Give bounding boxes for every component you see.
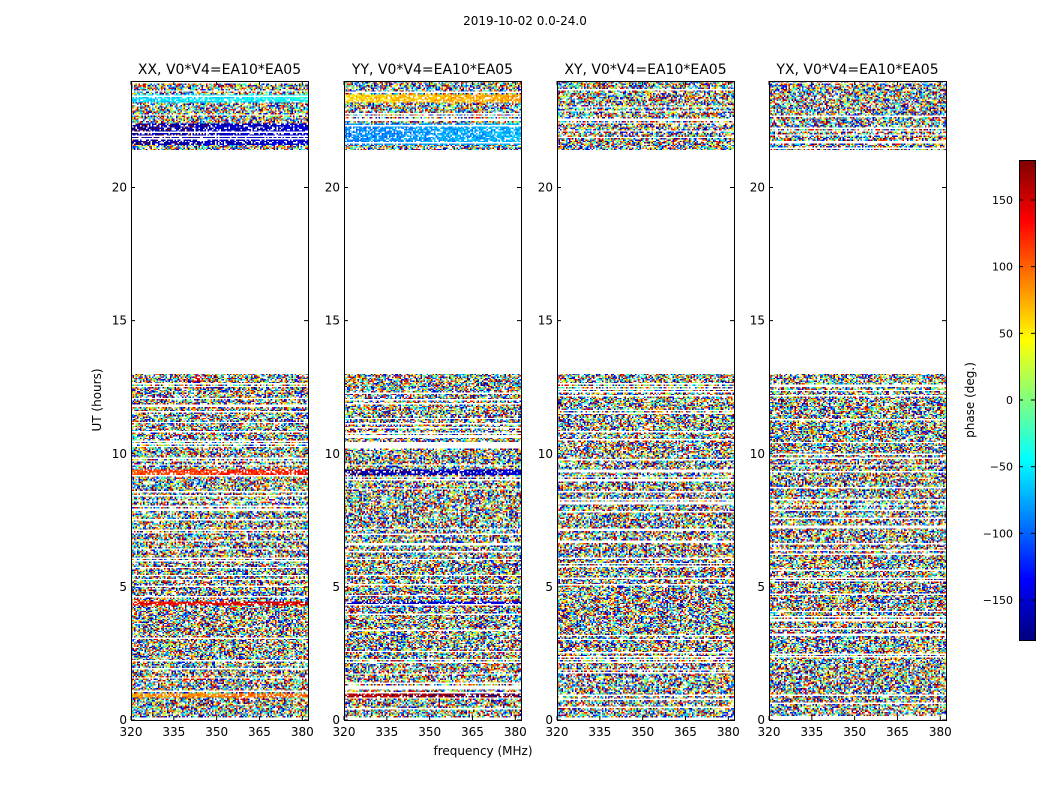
x-tick-label: 365 — [461, 725, 484, 739]
panel-title: YY, V0*V4=EA10*EA05 — [351, 62, 513, 78]
colorbar-tick-label: 150 — [992, 194, 1013, 207]
y-tick-label: 20 — [112, 181, 127, 195]
panel-frame — [769, 81, 947, 721]
x-tick-label: 320 — [758, 725, 781, 739]
y-tick-label: 10 — [538, 447, 553, 461]
y-tick-label: 5 — [332, 580, 340, 594]
y-tick-label: 15 — [325, 314, 340, 328]
colorbar-tick-label: 50 — [999, 327, 1013, 340]
x-axis-label: frequency (MHz) — [433, 744, 532, 758]
y-tick-label: 0 — [332, 713, 340, 727]
y-tick-label: 0 — [545, 713, 553, 727]
panel-title: XY, V0*V4=EA10*EA05 — [564, 62, 726, 78]
heatmap-panel-4 — [769, 81, 946, 720]
x-tick-label: 335 — [375, 725, 398, 739]
x-tick-label: 380 — [929, 725, 952, 739]
y-tick-label: 5 — [757, 580, 765, 594]
y-tick-label: 5 — [545, 580, 553, 594]
x-tick-label: 380 — [717, 725, 740, 739]
colorbar-tick-label: −100 — [983, 527, 1013, 540]
x-tick-label: 335 — [588, 725, 611, 739]
x-tick-label: 320 — [546, 725, 569, 739]
x-tick-label: 350 — [631, 725, 654, 739]
panel-title: XX, V0*V4=EA10*EA05 — [138, 62, 301, 78]
y-tick-label: 15 — [750, 314, 765, 328]
y-tick-label: 10 — [750, 447, 765, 461]
y-tick-label: 15 — [112, 314, 127, 328]
y-tick-label: 20 — [750, 181, 765, 195]
heatmap-panel-3 — [557, 81, 734, 720]
y-tick-label: 20 — [538, 181, 553, 195]
panel-frame — [344, 81, 522, 721]
colorbar-tick-label: −50 — [990, 461, 1013, 474]
x-tick-label: 320 — [120, 725, 143, 739]
colorbar-tick-label: 0 — [1006, 394, 1013, 407]
x-tick-label: 365 — [886, 725, 909, 739]
x-tick-label: 335 — [800, 725, 823, 739]
x-tick-label: 380 — [291, 725, 314, 739]
x-tick-label: 320 — [333, 725, 356, 739]
y-tick-label: 20 — [325, 181, 340, 195]
x-tick-label: 350 — [418, 725, 441, 739]
y-tick-label: 10 — [325, 447, 340, 461]
panel-frame — [131, 81, 309, 721]
y-tick-label: 0 — [757, 713, 765, 727]
panel-title: YX, V0*V4=EA10*EA05 — [775, 62, 938, 78]
x-tick-label: 365 — [248, 725, 271, 739]
colorbar-label: phase (deg.) — [963, 362, 977, 438]
y-axis-label: UT (hours) — [90, 368, 104, 431]
colorbar-tick-label: 100 — [992, 261, 1013, 274]
y-tick-label: 15 — [538, 314, 553, 328]
heatmap-panel-1 — [131, 81, 308, 720]
x-tick-label: 365 — [674, 725, 697, 739]
figure-title: 2019-10-02 0.0-24.0 — [463, 14, 587, 28]
panel-frame — [557, 81, 735, 721]
x-tick-label: 350 — [843, 725, 866, 739]
y-tick-label: 5 — [119, 580, 127, 594]
y-tick-label: 10 — [112, 447, 127, 461]
x-tick-label: 380 — [504, 725, 527, 739]
heatmap-panel-2 — [344, 81, 521, 720]
colorbar-tick-label: −150 — [983, 594, 1013, 607]
colorbar-gradient — [1019, 160, 1035, 640]
y-tick-label: 0 — [119, 713, 127, 727]
x-tick-label: 335 — [162, 725, 185, 739]
x-tick-label: 350 — [205, 725, 228, 739]
